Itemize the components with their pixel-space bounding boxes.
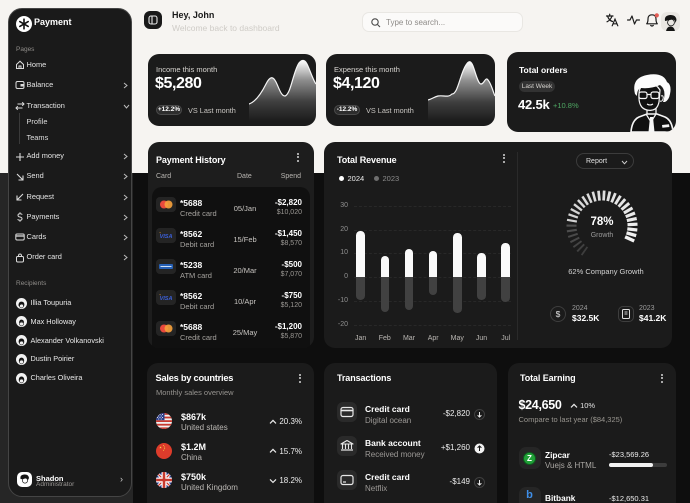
svg-text:VISA: VISA <box>160 234 173 240</box>
svg-text:VISA: VISA <box>160 296 173 302</box>
svg-text:$: $ <box>556 309 561 319</box>
